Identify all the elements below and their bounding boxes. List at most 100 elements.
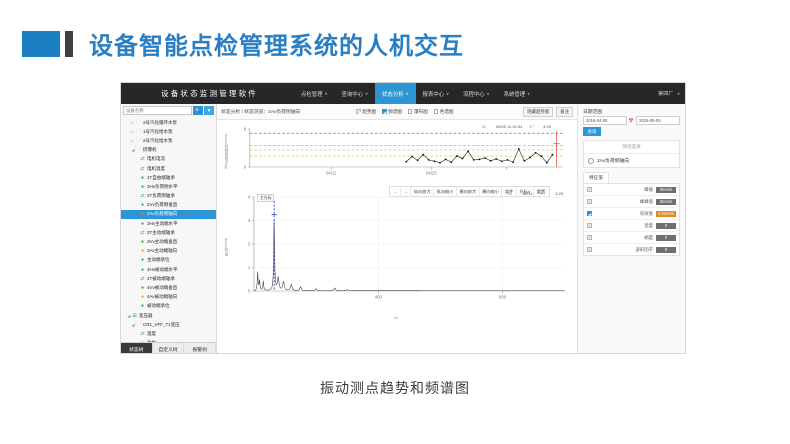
hide-trend-button[interactable]: 隐藏趋势图 (523, 106, 554, 117)
tab-custom-tree[interactable]: 自定义树 (152, 343, 185, 353)
nav-item-xitong[interactable]: 系统管理 ∨ (497, 83, 538, 104)
tree-node[interactable]: ● 3Vv主动端垂直 (121, 237, 216, 246)
trend-chart[interactable]: 2Av负荷侧轴向(mm/s) X： 05/05 11:34:34 Y： 4.90… (221, 123, 571, 181)
feature-label: 峰峰值 (639, 198, 653, 204)
tree-node[interactable]: ● 2Vv负荷侧垂直 (121, 201, 216, 210)
tree-node[interactable]: ● 3Av主动端轴向 (121, 247, 216, 256)
tree-expand-icon[interactable]: ◢ (131, 148, 135, 153)
search-input[interactable] (123, 106, 192, 115)
feature-checkbox[interactable] (587, 235, 592, 240)
tree-node[interactable]: ● 4Vv被动端垂直 (121, 283, 216, 292)
feature-row[interactable]: 峰值 0mm/s (584, 184, 679, 196)
tree-expand-icon[interactable]: ◢ (127, 313, 131, 318)
zoom-in-horizontal-button[interactable]: 横向放大 (457, 187, 480, 196)
tree-node[interactable]: ● 被动端承位 (121, 302, 216, 311)
tree-expand-icon[interactable]: ▷ (131, 129, 135, 134)
content-area: 状态分析 \ 状态浏览：2Av负荷侧轴向 趋势图 频谱图 瀑布图 (217, 104, 577, 353)
tree-node[interactable]: ⇄ 温度 (121, 329, 216, 338)
tree-node-selected[interactable]: ● 2Av负荷侧轴向 (121, 209, 216, 220)
component-button[interactable]: 部件 (502, 187, 517, 196)
svg-text:0: 0 (244, 165, 247, 170)
tree-node[interactable]: ◢ 🗁 挤爆机 (121, 146, 216, 155)
signal-icon: ⇄ (140, 193, 145, 200)
feature-value: 0 (656, 246, 676, 253)
zoom-in-vertical-button[interactable]: 纵向放大 (411, 187, 435, 196)
spectrum-chart[interactable]: 振动(mm/s) X： 65Hz Y： 3.25 主光标 0 1 2 3 4 400 800… (221, 191, 571, 320)
cursor-dropdown-button[interactable]: 光标∨ (517, 187, 535, 196)
tree-node[interactable]: ⇄ 电机温度 (121, 164, 216, 173)
feature-label: 有效值 (639, 210, 653, 216)
tree-node[interactable]: ▷ 🗀 2号汽化循环水泵 (121, 118, 216, 127)
next-arrow-icon[interactable]: → (401, 187, 412, 196)
tree-node-label: 4Av被动端轴向 (147, 294, 178, 300)
tree-expand-icon[interactable]: ▷ (131, 120, 135, 125)
tree-node[interactable]: ▷ 🗀 1号汽化给水泵 (121, 127, 216, 136)
feature-row[interactable]: 峭度 0 (584, 232, 679, 244)
checkbox-waterfall-chart[interactable]: 瀑布图 (407, 109, 428, 115)
checkbox-spectrum-chart[interactable]: 频谱图 (382, 109, 402, 115)
svg-text:3: 3 (248, 218, 251, 223)
tree-node-label: 3Hv主动端水平 (147, 220, 178, 226)
tab-alarm-tree[interactable]: 报警树 (184, 343, 217, 353)
tree-node[interactable]: ● 4Av被动端轴向 (121, 293, 216, 302)
feature-checkbox[interactable] (587, 223, 592, 228)
tree-node[interactable]: ⇄ 电机电流 (121, 155, 216, 164)
feature-checkbox[interactable] (587, 199, 592, 204)
prev-arrow-icon[interactable]: ← (391, 187, 402, 196)
zoom-out-vertical-button[interactable]: 纵向缩小 (434, 187, 457, 196)
nav-item-zhuangtai-fenxi[interactable]: 状态分析 ∨ (375, 83, 416, 104)
checkbox-label: 趋势图 (362, 108, 377, 114)
feature-checkbox[interactable] (587, 211, 592, 216)
checkbox-box (407, 109, 413, 114)
zoom-out-horizontal-button[interactable]: 横向缩小 (480, 187, 503, 196)
tree-node-list[interactable]: ▷ 🗀 2号汽化循环水泵 ▷ 🗀 1号汽化给水泵 ▷ 🗀 2号汽化给水泵 ◢ 🗁 挤爆机 ⇄ 电机电流 ⇄ 电… (121, 117, 216, 342)
tree-node[interactable]: ▷ 🗀 2号汽化给水泵 (121, 136, 216, 145)
tree-node[interactable]: ⇄ 2T负荷侧轴承 (121, 192, 216, 201)
tree-node[interactable]: ◢ 🗁 CR1_VFF_T1变压 (121, 320, 216, 329)
tree-node[interactable]: ⇄ 4T被动端轴承 (121, 274, 216, 283)
feature-row[interactable]: 歪度 0 (584, 220, 679, 232)
feature-checkbox[interactable] (587, 247, 592, 252)
point-select-label[interactable]: 测点选择 (584, 141, 679, 154)
reset-button[interactable]: 重置 (536, 188, 546, 194)
tree-node[interactable]: ● 1T自由端轴承 (121, 173, 216, 182)
dot-orange-icon: ● (140, 211, 145, 218)
date-to-input[interactable] (636, 116, 680, 125)
date-from-input[interactable] (583, 116, 627, 125)
note-button[interactable]: 备注 (556, 106, 573, 117)
tab-feature-values[interactable]: 特征值 (583, 172, 609, 183)
checkbox-trend-chart[interactable]: 趋势图 (356, 109, 376, 115)
tab-status-tree[interactable]: 状态树 (121, 343, 153, 353)
tree-expand-icon[interactable]: ▷ (131, 138, 135, 143)
nav-item-chaxun[interactable]: 查询中心 ∨ (335, 83, 376, 104)
query-button[interactable]: 查询 (583, 127, 601, 136)
tree-node[interactable]: ● 4Hv被动端水平 (121, 265, 216, 274)
checkbox-colormap-chart[interactable]: 色谱图 (433, 109, 454, 115)
tree-node[interactable]: ●油位 (121, 339, 216, 342)
radio-icon[interactable] (588, 157, 594, 164)
tree-node[interactable]: ● 3Hv主动端水平 (121, 219, 216, 228)
filter-icon[interactable]: ▼ (204, 106, 214, 115)
feature-row[interactable]: 波形因子 0 (584, 244, 679, 255)
tree-node[interactable]: ● 主动端承位 (121, 256, 216, 265)
search-icon[interactable]: 🔍 (193, 106, 203, 115)
tree-node[interactable]: ● 2Hv负荷侧水平 (121, 182, 216, 191)
feature-row[interactable]: 峰峰值 0mm/s (584, 196, 679, 208)
tree-expand-icon[interactable]: ◢ (131, 322, 135, 327)
nav-user-menu[interactable]: 第四厂 ∨ (658, 90, 680, 97)
feature-value: 0mm/s (656, 198, 676, 205)
app-brand: 设备状态监测管理软件 (161, 89, 258, 98)
tree-node[interactable]: ◢ ⊞ 变压器 (121, 311, 216, 320)
selected-point-row[interactable]: 2Av负荷侧轴向 (584, 154, 679, 167)
svg-text:04/11: 04/11 (326, 171, 337, 176)
tree-node[interactable]: ⇄ 3T主动端轴承 (121, 228, 216, 237)
nav-item-baobiao[interactable]: 报表中心 ∨ (416, 83, 457, 104)
spectrum-y-axis-label: 振动(mm/s) (224, 237, 228, 257)
trend-x-label: X： (482, 124, 489, 129)
nav-item-dianjian[interactable]: 点检管理 ∨ (294, 83, 335, 104)
nav-item-liucheng[interactable]: 流程中心 ∨ (456, 83, 497, 104)
feature-row[interactable]: 有效值 4.9mm/s (584, 208, 679, 220)
tree-node-label: 挤爆机 (143, 147, 157, 153)
feature-checkbox[interactable] (587, 187, 592, 192)
